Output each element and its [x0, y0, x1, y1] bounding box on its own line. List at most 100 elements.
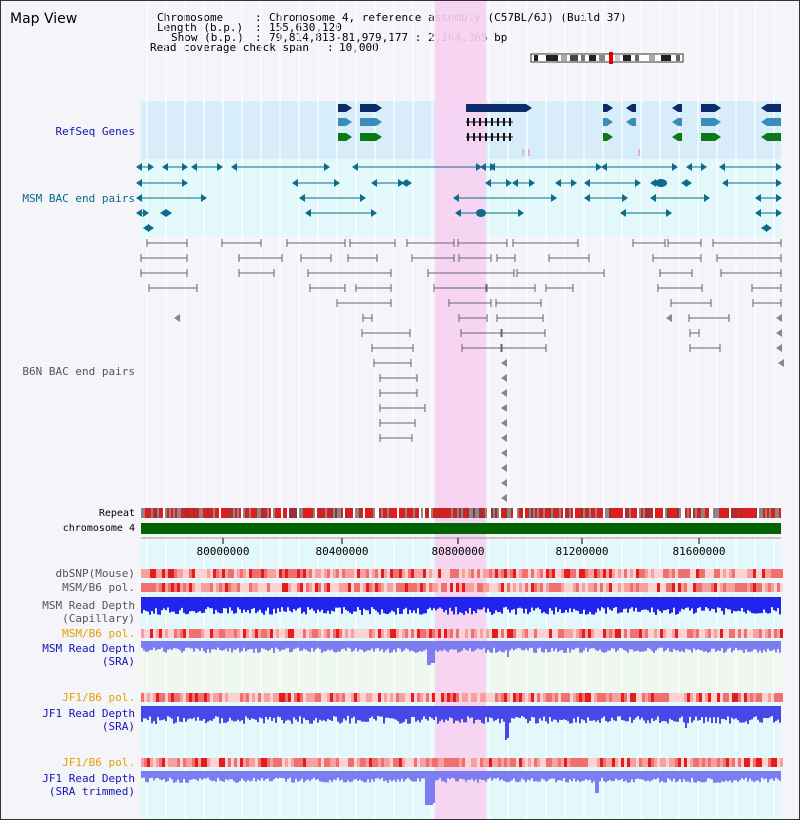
repeat-segment: [409, 508, 411, 518]
jf1-depth-sra-bar: [327, 706, 329, 720]
msm-pair-end: [455, 209, 461, 217]
jf1-b6-pol-trim-track-cell: [513, 758, 516, 767]
jf1-b6-pol-track-cell: [168, 693, 171, 702]
dbsnp-track-cell: [282, 569, 285, 578]
jf1-b6-pol-track-cell: [396, 693, 399, 702]
polymorphism-tracks[interactable]: [141, 569, 783, 767]
jf1-depth-trim-bar: [335, 771, 337, 781]
msm-b6-pol-track-cell: [447, 583, 450, 592]
repeat-segment: [451, 508, 453, 518]
jf1-b6-pol-trim-track-cell: [192, 758, 195, 767]
msm-depth-capillary-bar: [329, 597, 331, 614]
msm-depth-sra-bar: [397, 641, 399, 648]
msm-depth-capillary-bar: [209, 597, 211, 609]
jf1-b6-pol-trim-track-cell: [684, 758, 687, 767]
msm-depth-capillary-bar: [687, 597, 689, 608]
jf1-b6-pol-trim-track-cell: [525, 758, 528, 767]
dbsnp-track-cell: [540, 569, 543, 578]
jf1-depth-sra-bar: [303, 706, 305, 718]
msm-depth-sra-bar: [761, 641, 763, 653]
repeat-track[interactable]: [141, 508, 781, 518]
dbsnp-track-cell: [513, 569, 516, 578]
repeat-segment: [455, 508, 457, 518]
msm-pair-end: [601, 163, 607, 171]
msm-depth-capillary-bar: [159, 597, 161, 615]
jf1-b6-pol-track-cell: [249, 693, 252, 702]
track-label-b6n-bac[interactable]: B6N BAC end pairs: [22, 365, 135, 378]
gene-strand-arrow: [376, 118, 382, 126]
msm-b6-pol-track-cell: [180, 583, 183, 592]
jf1-depth-trim-bar: [437, 771, 439, 781]
msm-b6-pol-sra-track-cell: [210, 629, 213, 638]
msm-b6-pol-sra-track-cell: [681, 629, 684, 638]
msm-b6-pol-track-cell: [282, 583, 285, 592]
repeat-segment: [513, 508, 515, 518]
msm-pair-end: [704, 194, 710, 202]
read-depth-tracks[interactable]: [141, 597, 781, 805]
repeat-segment: [487, 508, 489, 518]
msm-depth-capillary-bar: [397, 597, 399, 608]
msm-b6-pol-track-cell: [336, 583, 339, 592]
jf1-depth-sra-bar: [443, 706, 445, 723]
msm-b6-pol-track-cell: [213, 583, 216, 592]
jf1-depth-sra-bar: [715, 706, 717, 724]
msm-depth-capillary-bar: [287, 597, 289, 608]
jf1-depth-trim-bar: [413, 771, 415, 782]
msm-b6-pol-sra-track-cell: [582, 629, 585, 638]
track-label-refseq[interactable]: RefSeq Genes: [55, 125, 135, 138]
repeat-segment: [445, 508, 447, 518]
jf1-b6-pol-trim-track-cell: [420, 758, 423, 767]
msm-b6-pol-sra-track-cell: [150, 629, 153, 638]
msm-b6-pol-track-cell: [327, 583, 330, 592]
track-label-msm-depth-sra-1: MSM Read Depth: [42, 642, 135, 655]
jf1-depth-sra-bar: [623, 706, 625, 721]
msm-depth-sra-bar: [665, 641, 667, 651]
msm-depth-capillary-bar: [551, 597, 553, 611]
msm-depth-capillary-bar: [667, 597, 669, 610]
b6n-pair-end: [501, 479, 507, 487]
gene-strand-arrow: [526, 104, 532, 112]
repeat-segment: [373, 508, 375, 518]
msm-b6-pol-sra-track-cell: [180, 629, 183, 638]
msm-depth-capillary-bar: [733, 597, 735, 611]
msm-pair-end: [529, 179, 535, 187]
jf1-b6-pol-track-cell: [267, 693, 270, 702]
jf1-b6-pol-track-cell: [495, 693, 498, 702]
msm-b6-pol-track-cell: [228, 583, 231, 592]
repeat-segment: [597, 508, 599, 518]
msm-depth-sra-bar: [437, 641, 439, 652]
msm-b6-pol-track-cell: [420, 583, 423, 592]
jf1-depth-sra-bar: [257, 706, 259, 723]
jf1-b6-pol-track-cell: [483, 693, 486, 702]
jf1-b6-pol-track-cell: [255, 693, 258, 702]
track-label-msm-bac[interactable]: MSM BAC end pairs: [22, 192, 135, 205]
jf1-depth-sra-bar: [599, 706, 601, 723]
msm-depth-sra-bar: [459, 641, 461, 652]
repeat-segment: [323, 508, 325, 518]
jf1-b6-pol-trim-track-cell: [213, 758, 216, 767]
repeat-segment: [305, 508, 307, 518]
msm-b6-pol-sra-track-cell: [420, 629, 423, 638]
repeat-segment: [581, 508, 583, 518]
b6n-bac-pairs[interactable]: [140, 239, 784, 502]
refseq-genes[interactable]: [338, 104, 781, 156]
gene-strand-arrow: [376, 104, 382, 112]
gene-strand-arrow: [672, 133, 678, 141]
jf1-depth-trim-bar: [265, 771, 267, 780]
jf1-depth-trim-bar: [185, 771, 187, 783]
repeat-segment: [519, 508, 521, 518]
msm-depth-capillary-bar: [219, 597, 221, 614]
msm-b6-pol-track-cell: [465, 583, 468, 592]
repeat-segment: [281, 508, 283, 518]
msm-b6-pol-track-cell: [309, 583, 312, 592]
msm-b6-pol-sra-track-cell: [327, 629, 330, 638]
jf1-depth-trim-bar: [601, 771, 603, 778]
msm-b6-pol-sra-track-cell: [258, 629, 261, 638]
jf1-b6-pol-track-cell: [231, 693, 234, 702]
jf1-b6-pol-trim-track-cell: [477, 758, 480, 767]
chromosome-bar[interactable]: [141, 523, 781, 534]
chromosome-ideogram[interactable]: [530, 52, 684, 64]
msm-bac-pairs[interactable]: [136, 163, 782, 232]
msm-pair-end: [201, 194, 207, 202]
